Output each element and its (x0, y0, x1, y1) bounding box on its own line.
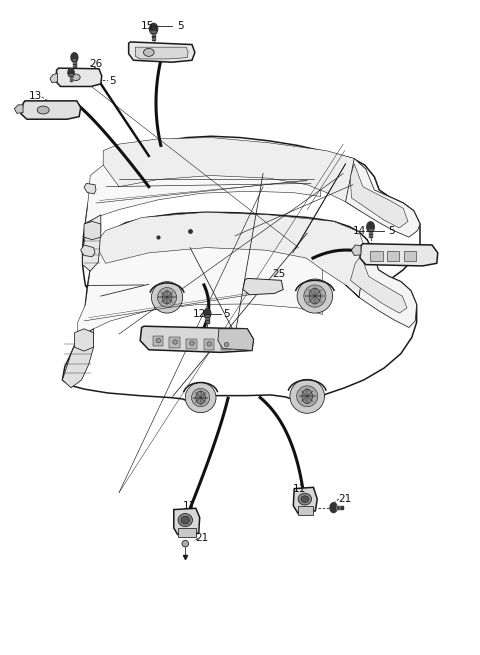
Circle shape (309, 288, 321, 304)
Polygon shape (83, 136, 420, 305)
Polygon shape (243, 278, 283, 295)
Bar (153, 336, 163, 346)
Ellipse shape (181, 516, 190, 524)
Text: 5: 5 (177, 21, 183, 31)
Bar (387, 251, 399, 261)
Bar (169, 337, 180, 348)
Polygon shape (62, 212, 417, 403)
Text: 15: 15 (141, 21, 155, 31)
Polygon shape (21, 101, 81, 119)
Ellipse shape (290, 379, 324, 413)
Ellipse shape (182, 540, 189, 547)
Bar (204, 339, 214, 350)
Bar (152, 29, 155, 40)
Polygon shape (174, 508, 200, 534)
Text: 25: 25 (273, 269, 286, 279)
Polygon shape (81, 245, 95, 257)
Polygon shape (50, 73, 58, 83)
Polygon shape (103, 143, 321, 193)
Ellipse shape (297, 279, 333, 313)
Ellipse shape (144, 48, 154, 56)
Polygon shape (298, 506, 313, 515)
Text: 12: 12 (192, 309, 206, 320)
Polygon shape (350, 164, 408, 228)
Text: 21: 21 (338, 494, 351, 504)
Circle shape (150, 24, 157, 35)
Bar (206, 314, 208, 323)
Text: 5: 5 (388, 225, 395, 236)
Ellipse shape (185, 383, 216, 413)
Circle shape (330, 503, 337, 512)
Ellipse shape (297, 386, 318, 407)
Polygon shape (178, 528, 196, 537)
Ellipse shape (207, 342, 212, 346)
Circle shape (302, 389, 312, 403)
Ellipse shape (152, 282, 182, 313)
Polygon shape (85, 145, 321, 223)
Circle shape (367, 222, 374, 232)
Polygon shape (103, 138, 366, 211)
Circle shape (204, 309, 211, 318)
Bar (370, 251, 383, 261)
Polygon shape (218, 329, 253, 350)
Bar (336, 506, 343, 510)
Ellipse shape (192, 388, 210, 407)
Polygon shape (346, 159, 420, 237)
Polygon shape (350, 255, 407, 313)
Bar (70, 73, 72, 81)
Polygon shape (95, 221, 323, 263)
Polygon shape (95, 212, 366, 297)
Ellipse shape (173, 339, 178, 345)
Ellipse shape (156, 338, 161, 343)
Polygon shape (74, 329, 94, 351)
Circle shape (162, 291, 172, 304)
Bar (186, 339, 197, 349)
Ellipse shape (190, 341, 194, 346)
Text: 13: 13 (28, 90, 42, 101)
Text: 11: 11 (293, 483, 306, 494)
Bar (73, 58, 75, 67)
Polygon shape (360, 244, 438, 266)
Polygon shape (83, 215, 101, 271)
Text: 14: 14 (352, 225, 366, 236)
Ellipse shape (298, 493, 312, 505)
Polygon shape (140, 326, 253, 352)
Ellipse shape (301, 496, 309, 502)
Polygon shape (351, 245, 361, 255)
Text: 5: 5 (223, 309, 230, 320)
Polygon shape (129, 42, 195, 62)
Text: 11: 11 (183, 500, 196, 511)
Polygon shape (84, 221, 101, 240)
Polygon shape (346, 250, 417, 328)
Text: 21: 21 (195, 533, 208, 544)
Polygon shape (62, 329, 94, 388)
Ellipse shape (304, 285, 326, 307)
Circle shape (71, 53, 78, 62)
Bar (369, 227, 372, 237)
Polygon shape (14, 105, 23, 113)
Bar (221, 340, 231, 350)
Polygon shape (56, 68, 102, 86)
Polygon shape (293, 487, 317, 514)
Text: 5: 5 (109, 75, 116, 86)
Bar (404, 251, 416, 261)
Circle shape (68, 69, 74, 77)
Circle shape (196, 391, 205, 404)
Text: 26: 26 (89, 59, 103, 69)
Ellipse shape (157, 288, 177, 307)
Ellipse shape (72, 74, 80, 81)
Polygon shape (84, 183, 96, 194)
Ellipse shape (224, 342, 229, 347)
Ellipse shape (37, 106, 49, 114)
Polygon shape (78, 221, 323, 338)
Polygon shape (135, 47, 188, 59)
Ellipse shape (178, 514, 192, 527)
